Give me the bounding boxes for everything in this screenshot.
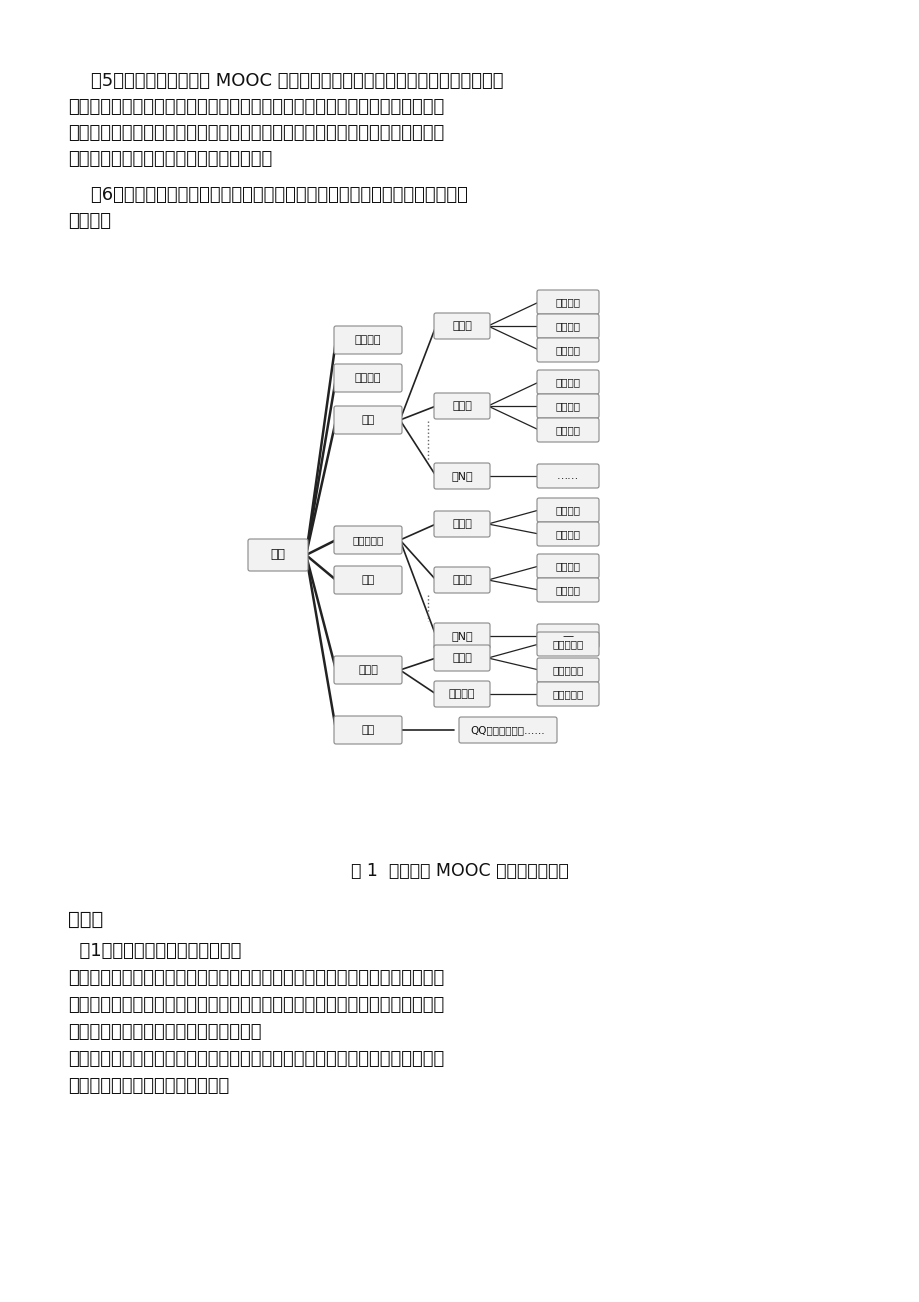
Text: ……: …… bbox=[556, 471, 578, 480]
Text: 第一周: 第一周 bbox=[451, 519, 471, 529]
Text: 第N周: 第N周 bbox=[450, 631, 472, 641]
Text: 观看视频: 观看视频 bbox=[555, 378, 580, 387]
FancyBboxPatch shape bbox=[537, 395, 598, 418]
Text: 多模板: 多模板 bbox=[451, 654, 471, 663]
Text: 随堂交互: 随堂交互 bbox=[555, 345, 580, 355]
Text: 区和老师同学之间进行交流，或者可以自发形成讨论组私底下再度学习探讨，讨: 区和老师同学之间进行交流，或者可以自发形成讨论组私底下再度学习探讨，讨 bbox=[68, 124, 444, 142]
Text: 完成测验: 完成测验 bbox=[555, 561, 580, 572]
FancyBboxPatch shape bbox=[434, 622, 490, 648]
Text: 课件: 课件 bbox=[361, 415, 374, 424]
FancyBboxPatch shape bbox=[537, 339, 598, 362]
FancyBboxPatch shape bbox=[434, 681, 490, 707]
Text: 图 1  中国大学 MOOC 的一般教学模式: 图 1 中国大学 MOOC 的一般教学模式 bbox=[351, 862, 568, 880]
FancyBboxPatch shape bbox=[537, 624, 598, 648]
FancyBboxPatch shape bbox=[537, 578, 598, 602]
Text: 讲题练习: 讲题练习 bbox=[555, 401, 580, 411]
Text: 完成测验: 完成测验 bbox=[555, 505, 580, 516]
FancyBboxPatch shape bbox=[334, 406, 402, 434]
FancyBboxPatch shape bbox=[434, 312, 490, 339]
Text: 提交作业: 提交作业 bbox=[555, 585, 580, 595]
Text: 评分标准: 评分标准 bbox=[355, 335, 380, 345]
Text: 自动判题系统：系统根据学生提交的答案（选择题），自动判断正误；并迅速的: 自动判题系统：系统根据学生提交的答案（选择题），自动判断正误；并迅速的 bbox=[68, 1049, 444, 1068]
Text: 第二周: 第二周 bbox=[451, 575, 471, 585]
FancyBboxPatch shape bbox=[434, 510, 490, 536]
Text: （5）讨论区：中国大学 MOOC 大部分课程每周都会提供学习者讨论的话题，让: （5）讨论区：中国大学 MOOC 大部分课程每周都会提供学习者讨论的话题，让 bbox=[68, 72, 503, 90]
FancyBboxPatch shape bbox=[334, 365, 402, 392]
Text: 全部主题: 全部主题 bbox=[448, 689, 475, 699]
FancyBboxPatch shape bbox=[248, 539, 308, 572]
Text: QQ、微博、微信……: QQ、微博、微信…… bbox=[471, 725, 545, 736]
Text: —: — bbox=[562, 631, 573, 641]
Text: 随堂交互: 随堂交互 bbox=[555, 424, 580, 435]
Text: 论在有的课程中会作为课程计分的一部分。: 论在有的课程中会作为课程计分的一部分。 bbox=[68, 150, 272, 168]
Text: 第一周: 第一周 bbox=[451, 322, 471, 331]
FancyBboxPatch shape bbox=[434, 464, 490, 490]
FancyBboxPatch shape bbox=[537, 497, 598, 522]
FancyBboxPatch shape bbox=[334, 716, 402, 743]
FancyBboxPatch shape bbox=[537, 290, 598, 314]
FancyBboxPatch shape bbox=[537, 370, 598, 395]
Text: 优势：: 优势： bbox=[68, 910, 103, 930]
Text: 考试: 考试 bbox=[361, 575, 374, 585]
Text: 测验与作业: 测验与作业 bbox=[352, 535, 383, 546]
FancyBboxPatch shape bbox=[434, 644, 490, 671]
Text: 提交作业: 提交作业 bbox=[555, 529, 580, 539]
FancyBboxPatch shape bbox=[334, 526, 402, 553]
FancyBboxPatch shape bbox=[537, 682, 598, 706]
Text: 业考试。: 业考试。 bbox=[68, 212, 111, 230]
FancyBboxPatch shape bbox=[537, 522, 598, 546]
FancyBboxPatch shape bbox=[334, 656, 402, 684]
Text: 多倍数视频：每个学生的认知水平和专业基础都有很大的差异。老师讲课的语速: 多倍数视频：每个学生的认知水平和专业基础都有很大的差异。老师讲课的语速 bbox=[68, 969, 444, 987]
FancyBboxPatch shape bbox=[537, 418, 598, 441]
FancyBboxPatch shape bbox=[334, 326, 402, 354]
Text: 反馈给学生，减少老师的工作量。: 反馈给学生，减少老师的工作量。 bbox=[68, 1077, 229, 1095]
FancyBboxPatch shape bbox=[434, 566, 490, 592]
FancyBboxPatch shape bbox=[537, 314, 598, 339]
FancyBboxPatch shape bbox=[459, 717, 556, 743]
Text: 讨论区: 讨论区 bbox=[357, 665, 378, 674]
Text: 第N周: 第N周 bbox=[450, 471, 472, 480]
Text: 老师答疑区: 老师答疑区 bbox=[551, 639, 583, 648]
Text: （6）期末测验：在课程结束时，会有针对课程内容、讨论话题、提交作业等结: （6）期末测验：在课程结束时，会有针对课程内容、讨论话题、提交作业等结 bbox=[68, 186, 468, 204]
Text: 综合讨论区: 综合讨论区 bbox=[551, 689, 583, 699]
Text: 第二周: 第二周 bbox=[451, 401, 471, 411]
Text: 分享: 分享 bbox=[361, 725, 374, 736]
Text: 观看视频: 观看视频 bbox=[555, 297, 580, 307]
FancyBboxPatch shape bbox=[537, 631, 598, 656]
Text: 教学安排: 教学安排 bbox=[355, 372, 380, 383]
Text: （1）多倍速视频和自动判题系统: （1）多倍速视频和自动判题系统 bbox=[68, 943, 241, 960]
FancyBboxPatch shape bbox=[537, 464, 598, 488]
FancyBboxPatch shape bbox=[334, 566, 402, 594]
Text: 学习者在讨论区讨论，学习者也可自主的在老师答疑区、课堂交流区、综合讨论: 学习者在讨论区讨论，学习者也可自主的在老师答疑区、课堂交流区、综合讨论 bbox=[68, 98, 444, 116]
FancyBboxPatch shape bbox=[434, 393, 490, 419]
Text: 课程: 课程 bbox=[270, 548, 285, 561]
Text: 要针对大多数人的听课节奏来调整。有一定基础的同学会觉得节奏很慢，多倍速: 要针对大多数人的听课节奏来调整。有一定基础的同学会觉得节奏很慢，多倍速 bbox=[68, 996, 444, 1014]
FancyBboxPatch shape bbox=[537, 658, 598, 682]
Text: 视频的出现，节省部分同学的大量时间。: 视频的出现，节省部分同学的大量时间。 bbox=[68, 1023, 261, 1042]
FancyBboxPatch shape bbox=[537, 553, 598, 578]
Text: 讲题练习: 讲题练习 bbox=[555, 322, 580, 331]
Text: 课堂交流区: 课堂交流区 bbox=[551, 665, 583, 674]
